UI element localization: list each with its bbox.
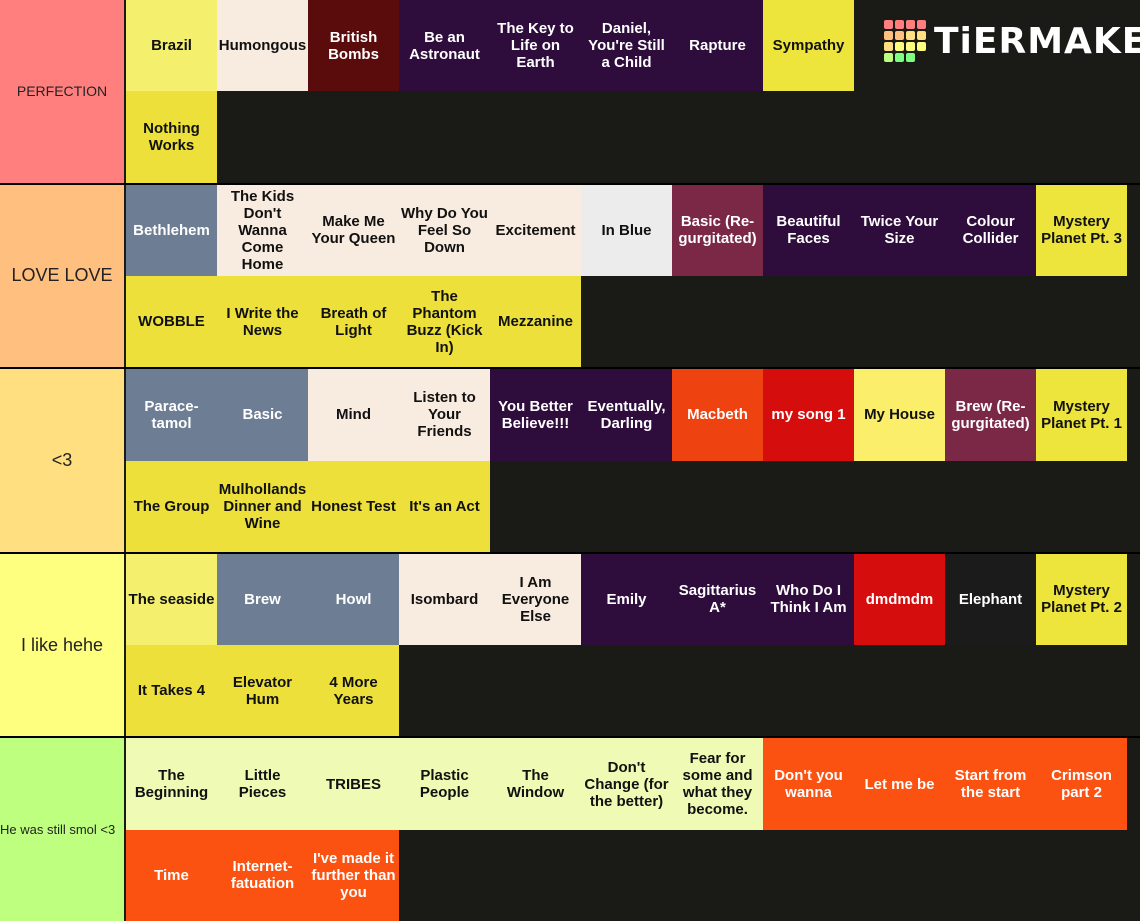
tier-items: Brazil Humongous British Bombs Be an Astron… bbox=[126, 0, 1140, 183]
tier-item: Don't you wanna bbox=[763, 738, 854, 830]
tier-item: The Window bbox=[490, 738, 581, 830]
tier-item: Sagittarius A* bbox=[672, 553, 763, 646]
tier-item: Emily bbox=[581, 553, 672, 646]
tier-item: Twice Your Size bbox=[854, 184, 945, 276]
tier-item: 4 More Years bbox=[308, 645, 399, 737]
tier-item: Brazil bbox=[126, 0, 217, 92]
tier-item: Honest Test bbox=[308, 460, 399, 552]
tier-items: The seaside Brew Howl Isombard I Am Everyone… bbox=[126, 553, 1140, 737]
tier-label: He was still smol <3 bbox=[0, 738, 124, 921]
tier-item: Be an Astronaut bbox=[399, 0, 490, 92]
tier-item: Mystery Planet Pt. 2 bbox=[1036, 553, 1127, 646]
tier-item: Don't Change (for the better) bbox=[581, 738, 672, 830]
tier-row: Time Internet-fatuation I've made it furth… bbox=[126, 829, 1140, 921]
tier-item: Basic (Re-gurgitated) bbox=[672, 184, 763, 276]
tier-row: WOBBLE I Write the News Breath of Light The… bbox=[126, 275, 1140, 368]
tier-item: Bethlehem bbox=[126, 184, 217, 276]
tier-item: Elevator Hum bbox=[217, 645, 308, 737]
tier-row: Bethlehem The Kids Don't Wanna Come Home M… bbox=[126, 184, 1140, 276]
tier-item: Mind bbox=[308, 369, 399, 461]
tier-row: Brazil Humongous British Bombs Be an Astron… bbox=[126, 0, 1140, 92]
tier-items: The Beginning Little Pieces TRIBES Plastic … bbox=[126, 738, 1140, 921]
tier-item: Breath of Light bbox=[308, 275, 399, 368]
tier-item: Fear for some and what they become. bbox=[672, 738, 763, 830]
tier-item: Macbeth bbox=[672, 369, 763, 461]
logo: TiERMAKER bbox=[884, 20, 1140, 62]
tier-items: Bethlehem The Kids Don't Wanna Come Home M… bbox=[126, 184, 1140, 368]
tier-row: Parace-tamol Basic Mind Listen to Your Frie… bbox=[126, 369, 1140, 461]
tier-label: <3 bbox=[0, 369, 124, 552]
tier-item: In Blue bbox=[581, 184, 672, 276]
tier-item: Mulhollands Dinner and Wine bbox=[217, 460, 308, 552]
tier-item: Let me be bbox=[854, 738, 945, 830]
tier-item: Excitement bbox=[490, 184, 581, 276]
tier-label: I like hehe bbox=[0, 553, 124, 737]
tier: I like hehe The seaside Brew Howl Isombard I … bbox=[0, 553, 1140, 737]
tier-item: The Kids Don't Wanna Come Home bbox=[217, 184, 308, 276]
tier-item: Internet-fatuation bbox=[217, 829, 308, 921]
tier-item: Plastic People bbox=[399, 738, 490, 830]
tier-row: It Takes 4 Elevator Hum 4 More Years bbox=[126, 645, 1140, 737]
tier-item: Nothing Works bbox=[126, 91, 217, 183]
tier-item: Elephant bbox=[945, 553, 1036, 646]
tier-item: Isombard bbox=[399, 553, 490, 646]
tier-row: The seaside Brew Howl Isombard I Am Everyone… bbox=[126, 553, 1140, 646]
tier-item: Humongous bbox=[217, 0, 308, 92]
tier-item: Start from the start bbox=[945, 738, 1036, 830]
tier-label: PERFECTION bbox=[0, 0, 124, 183]
tier-items: Parace-tamol Basic Mind Listen to Your Frie… bbox=[126, 369, 1140, 552]
tier-item: Rapture bbox=[672, 0, 763, 92]
tier-row: The Beginning Little Pieces TRIBES Plastic … bbox=[126, 738, 1140, 830]
tier-item: I've made it further than you bbox=[308, 829, 399, 921]
tier-item: I Am Everyone Else bbox=[490, 553, 581, 646]
logo-text: TiERMAKER bbox=[934, 20, 1140, 62]
tier-item: Who Do I Think I Am bbox=[763, 553, 854, 646]
tier-item: It Takes 4 bbox=[126, 645, 217, 737]
tier-row: The Group Mulhollands Dinner and Wine Hone… bbox=[126, 460, 1140, 552]
tier-item: Basic bbox=[217, 369, 308, 461]
tier-item: My House bbox=[854, 369, 945, 461]
tier-item: Beautiful Faces bbox=[763, 184, 854, 276]
tier-item: Brew bbox=[217, 553, 308, 646]
tier-item: Listen to Your Friends bbox=[399, 369, 490, 461]
tier-item: dmdmdm bbox=[854, 553, 945, 646]
tier-item: Little Pieces bbox=[217, 738, 308, 830]
tier-item: WOBBLE bbox=[126, 275, 217, 368]
tier: LOVE LOVE Bethlehem The Kids Don't Wanna C… bbox=[0, 184, 1140, 368]
tier: PERFECTION Brazil Humongous British Bombs Be… bbox=[0, 0, 1140, 183]
tier-item: Daniel, You're Still a Child bbox=[581, 0, 672, 92]
tier-item: The seaside bbox=[126, 553, 217, 646]
tier-item: Make Me Your Queen bbox=[308, 184, 399, 276]
tier-item: The Key to Life on Earth bbox=[490, 0, 581, 92]
tier-label: LOVE LOVE bbox=[0, 184, 124, 368]
tier-item: Sympathy bbox=[763, 0, 854, 92]
tier-item: Colour Collider bbox=[945, 184, 1036, 276]
tier-item: Eventually, Darling bbox=[581, 369, 672, 461]
tier-item: You Better Believe!!! bbox=[490, 369, 581, 461]
tier: <3 Parace-tamol Basic Mind Listen to Your Fr… bbox=[0, 369, 1140, 552]
tier-row: Nothing Works bbox=[126, 91, 1140, 183]
tier: He was still smol <3 The Beginning Little … bbox=[0, 738, 1140, 921]
tier-item: Crimson part 2 bbox=[1036, 738, 1127, 830]
tier-item: Why Do You Feel So Down bbox=[399, 184, 490, 276]
tier-item: Mystery Planet Pt. 1 bbox=[1036, 369, 1127, 461]
tier-item: Parace-tamol bbox=[126, 369, 217, 461]
tier-item: Mystery Planet Pt. 3 bbox=[1036, 184, 1127, 276]
logo-icon bbox=[884, 20, 926, 62]
tier-item: Time bbox=[126, 829, 217, 921]
tier-item: Mezzanine bbox=[490, 275, 581, 368]
tier-item: The Phantom Buzz (Kick In) bbox=[399, 275, 490, 368]
tier-item: my song 1 bbox=[763, 369, 854, 461]
tier-item: Brew (Re-gurgitated) bbox=[945, 369, 1036, 461]
tier-item: I Write the News bbox=[217, 275, 308, 368]
tier-item: The Beginning bbox=[126, 738, 217, 830]
tier-item: TRIBES bbox=[308, 738, 399, 830]
tier-item: British Bombs bbox=[308, 0, 399, 92]
tier-item: It's an Act bbox=[399, 460, 490, 552]
tier-item: Howl bbox=[308, 553, 399, 646]
tier-item: The Group bbox=[126, 460, 217, 552]
